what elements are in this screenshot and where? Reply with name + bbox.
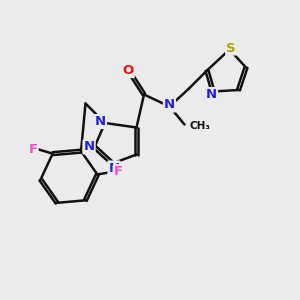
Text: N: N — [206, 88, 217, 101]
Text: CH₃: CH₃ — [190, 121, 211, 131]
Text: F: F — [114, 165, 123, 178]
Text: N: N — [95, 115, 106, 128]
Text: N: N — [83, 140, 95, 154]
Text: S: S — [226, 41, 236, 55]
Text: N: N — [164, 98, 175, 112]
Text: N: N — [108, 161, 120, 175]
Text: F: F — [28, 143, 38, 156]
Text: O: O — [122, 64, 134, 77]
